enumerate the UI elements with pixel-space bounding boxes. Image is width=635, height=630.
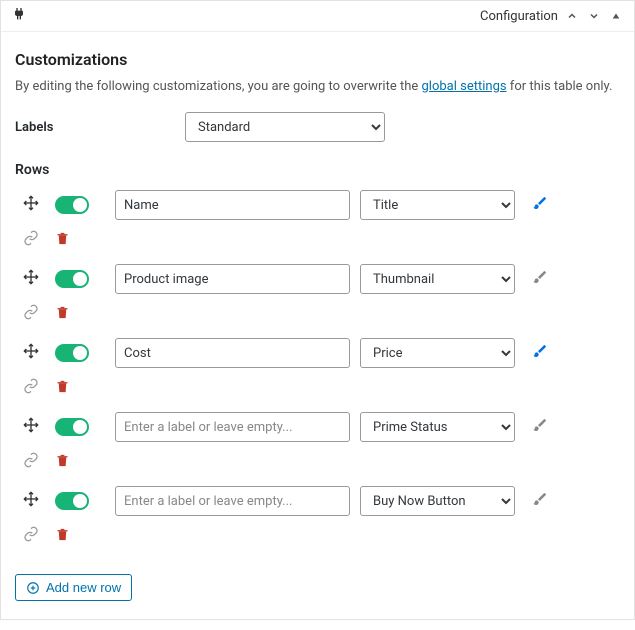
rows-container: Title Thumbnail Price Prime Status Buy Now B… [15, 190, 620, 546]
trash-icon[interactable] [55, 379, 70, 398]
trash-icon[interactable] [55, 305, 70, 324]
trash-icon[interactable] [55, 453, 70, 472]
link-icon[interactable] [23, 304, 39, 324]
enable-toggle[interactable] [55, 344, 89, 362]
link-icon[interactable] [23, 452, 39, 472]
labels-field: Labels Standard [15, 112, 620, 142]
panel-header: Configuration [1, 1, 634, 32]
row-type-select[interactable]: Buy Now Button [360, 486, 515, 516]
labels-select[interactable]: Standard [185, 112, 385, 142]
collapse-button[interactable] [608, 8, 624, 24]
enable-toggle[interactable] [55, 418, 89, 436]
rows-section-title: Rows [15, 162, 620, 178]
enable-toggle[interactable] [55, 196, 89, 214]
row-item: Price [15, 338, 620, 398]
row-type-select[interactable]: Title [360, 190, 515, 220]
style-brush-icon[interactable] [532, 491, 548, 511]
link-icon[interactable] [23, 526, 39, 546]
row-label-input[interactable] [115, 190, 350, 220]
row-item: Thumbnail [15, 264, 620, 324]
trash-icon[interactable] [55, 231, 70, 250]
drag-handle-icon[interactable] [23, 417, 39, 437]
plugin-icon [11, 6, 27, 26]
row-item: Prime Status [15, 412, 620, 472]
style-brush-icon[interactable] [532, 343, 548, 363]
move-up-button[interactable] [564, 8, 580, 24]
row-item: Buy Now Button [15, 486, 620, 546]
drag-handle-icon[interactable] [23, 491, 39, 511]
move-down-button[interactable] [586, 8, 602, 24]
drag-handle-icon[interactable] [23, 195, 39, 215]
section-title: Customizations [15, 50, 620, 69]
link-icon[interactable] [23, 230, 39, 250]
global-settings-link[interactable]: global settings [421, 79, 506, 94]
labels-field-label: Labels [15, 120, 185, 135]
row-type-select[interactable]: Thumbnail [360, 264, 515, 294]
configuration-label[interactable]: Configuration [480, 9, 558, 24]
enable-toggle[interactable] [55, 492, 89, 510]
drag-handle-icon[interactable] [23, 269, 39, 289]
panel-body: Customizations By editing the following … [1, 32, 634, 619]
add-row-label: Add new row [46, 580, 121, 595]
row-label-input[interactable] [115, 486, 350, 516]
row-label-input[interactable] [115, 264, 350, 294]
enable-toggle[interactable] [55, 270, 89, 288]
link-icon[interactable] [23, 378, 39, 398]
row-label-input[interactable] [115, 338, 350, 368]
style-brush-icon[interactable] [532, 195, 548, 215]
style-brush-icon[interactable] [532, 417, 548, 437]
add-row-button[interactable]: Add new row [15, 574, 132, 601]
row-label-input[interactable] [115, 412, 350, 442]
style-brush-icon[interactable] [532, 269, 548, 289]
customizations-panel: Configuration Customizations By editing … [0, 0, 635, 620]
row-type-select[interactable]: Prime Status [360, 412, 515, 442]
row-item: Title [15, 190, 620, 250]
section-description: By editing the following customizations,… [15, 79, 620, 94]
trash-icon[interactable] [55, 527, 70, 546]
drag-handle-icon[interactable] [23, 343, 39, 363]
row-type-select[interactable]: Price [360, 338, 515, 368]
